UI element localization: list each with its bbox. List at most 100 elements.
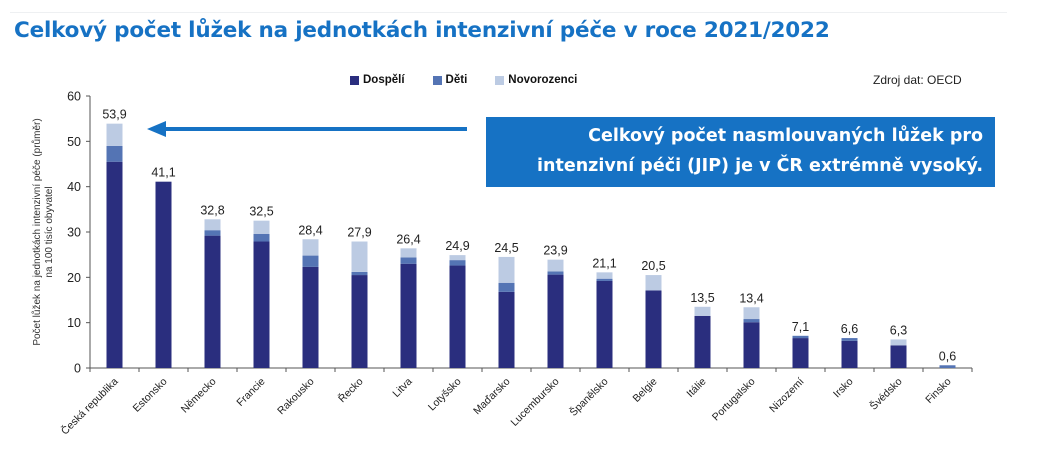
bar-segment-children [596, 278, 613, 281]
x-tick-labels: Česká republika Estonsko Německo Francie Rak… [58, 375, 954, 438]
y-tick-label: 20 [67, 271, 81, 285]
bar-segment-newborns [694, 306, 711, 316]
data-source: Zdroj dat: OECD [873, 73, 962, 87]
x-tick-label: Itálie [684, 376, 708, 400]
bar-segment-adults [890, 345, 907, 368]
y-tick-label: 50 [67, 135, 81, 149]
callout-line-1: Celkový počet nasmlouvaných lůžek pro [588, 126, 983, 146]
bar-segment-adults [743, 322, 760, 368]
bar-total-label: 23,9 [543, 244, 567, 258]
top-divider [10, 12, 1007, 13]
x-tick-label: Irsko [831, 376, 856, 401]
bar-segment-newborns [596, 272, 613, 279]
y-tick-label: 40 [67, 180, 81, 194]
x-tick-label: Litva [390, 376, 414, 400]
bar-segment-adults [106, 161, 123, 368]
x-tick-label: Portugalsko [710, 376, 758, 424]
bar-segment-children [939, 365, 956, 368]
chart-legend: Dospělí Děti Novorozenci [350, 74, 577, 86]
y-axis-label: Počet lůžek na jednotkách intenzivní péč… [31, 118, 55, 345]
arrow-annotation [147, 121, 467, 137]
x-tick-label: Nizozemí [767, 376, 806, 415]
bar-segment-adults [155, 181, 172, 368]
bar-total-label: 0,6 [939, 349, 956, 363]
bar-segment-newborns [351, 241, 368, 272]
arrow-head-icon [147, 121, 166, 137]
bar-total-label: 53,9 [102, 108, 126, 122]
legend-item-adults: Dospělí [350, 74, 405, 86]
bar-total-label: 41,1 [151, 166, 175, 180]
bar-segment-adults [841, 340, 858, 368]
bar-total-label: 27,9 [347, 226, 371, 240]
page-title: Celkový počet lůžek na jednotkách intenz… [14, 18, 830, 43]
bar-total-label: 32,8 [200, 203, 224, 217]
bar-segment-adults [694, 315, 711, 368]
bar-segment-newborns [645, 275, 662, 291]
bar-segment-children [792, 335, 809, 339]
x-tick-label: Německo [179, 376, 219, 416]
bar-segment-adults [302, 266, 319, 368]
legend-item-children: Děti [432, 74, 468, 86]
bar-segment-children [351, 271, 368, 276]
x-tick-label: Řecko [335, 375, 365, 405]
bar-total-label: 28,4 [298, 223, 322, 237]
legend-label-adults: Dospělí [363, 74, 405, 86]
bar-segment-children [302, 255, 319, 267]
bar-segment-adults [547, 274, 564, 368]
bar-segment-newborns [400, 248, 417, 258]
legend-item-newborns: Novorozenci [495, 74, 577, 86]
x-tick-label: Španělsko [567, 375, 611, 419]
bar-segment-adults [596, 280, 613, 368]
x-tick-label: Estonsko [131, 376, 170, 415]
value-labels: 53,9 41,1 32,8 32,5 28,4 27,9 26,4 24,9 24,5 23,9… [102, 108, 956, 364]
bar-segment-children [547, 271, 564, 275]
bar-total-label: 32,5 [249, 205, 273, 219]
bar-segment-children [449, 260, 466, 266]
bar-segment-newborns [106, 123, 123, 146]
x-tick-label: Rakousko [275, 376, 317, 418]
bar-segment-children [204, 230, 221, 236]
bar-segment-newborns [498, 256, 515, 283]
bar-segment-adults [400, 263, 417, 368]
bar-segment-newborns [547, 259, 564, 272]
legend-swatch-children [432, 75, 442, 85]
bar-segment-adults [449, 265, 466, 368]
bar-total-label: 24,5 [494, 241, 518, 255]
bar-total-label: 21,1 [592, 256, 616, 270]
legend-swatch-newborns [495, 75, 505, 85]
bar-total-label: 24,9 [445, 239, 469, 253]
callout-box: Celkový počet nasmlouvaných lůžek pro in… [486, 117, 995, 187]
legend-label-newborns: Novorozenci [508, 74, 578, 86]
y-axis-label-line: na 100 tisíc obyvatel [44, 186, 55, 277]
legend-label-children: Děti [445, 74, 468, 86]
bars [106, 123, 956, 368]
y-tick-label: 0 [74, 362, 81, 376]
y-tick-label: 10 [67, 316, 81, 330]
bar-segment-adults [351, 275, 368, 368]
bar-segment-adults [253, 241, 270, 368]
legend-swatch-adults [350, 75, 359, 85]
bar-segment-newborns [449, 255, 466, 261]
bar-segment-newborns [302, 239, 319, 256]
x-tick-label: Česká republika [58, 375, 121, 438]
axes: 0 10 20 30 40 50 60 [67, 90, 973, 376]
bar-total-label: 20,5 [641, 259, 665, 273]
callout-line-2: intenzivní péči (JIP) je v ČR extrémně v… [537, 156, 983, 176]
bar-segment-adults [792, 338, 809, 368]
bar-segment-children [253, 233, 270, 242]
y-axis-label-line: Počet lůžek na jednotkách intenzivní péč… [31, 118, 43, 345]
bar-segment-adults [645, 290, 662, 368]
bar-segment-children [841, 338, 858, 341]
bar-total-label: 7,1 [792, 320, 809, 334]
bar-segment-newborns [253, 220, 270, 234]
bar-segment-children [400, 257, 417, 264]
bar-segment-newborns [890, 339, 907, 346]
bar-segment-newborns [743, 307, 760, 320]
bar-total-label: 13,5 [690, 291, 714, 305]
x-tick-label: Lucembursko [509, 376, 562, 429]
bar-segment-adults [204, 235, 221, 368]
x-tick-label: Finsko [923, 376, 953, 406]
bar-segment-adults [498, 291, 515, 368]
bar-segment-children [743, 319, 760, 323]
